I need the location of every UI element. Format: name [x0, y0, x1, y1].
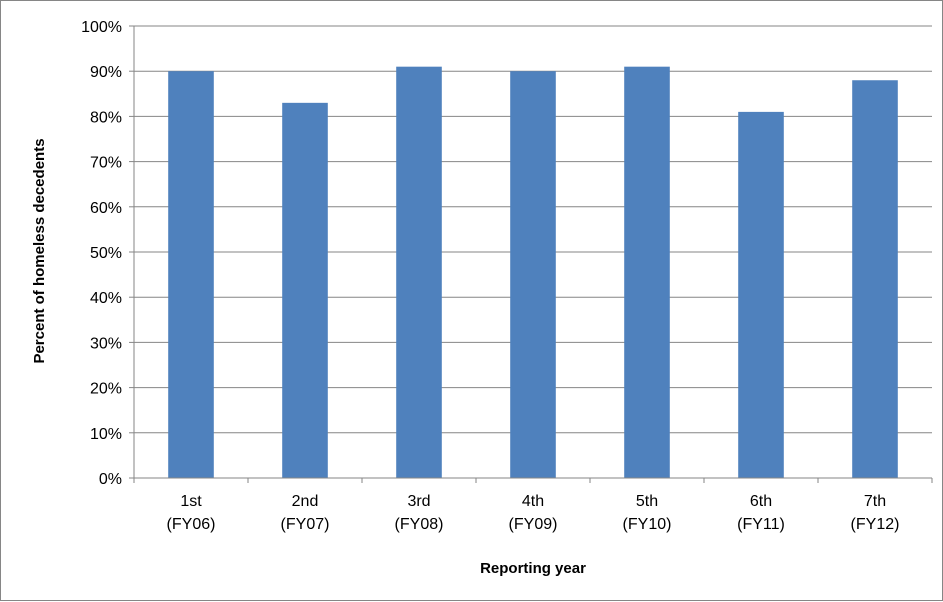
y-tick-label: 0%	[99, 471, 122, 488]
y-tick-label: 90%	[90, 64, 122, 81]
bar-5	[624, 66, 670, 479]
y-axis-title: Percent of homeless decedents	[31, 138, 48, 363]
x-tick-label: (FY09)	[509, 516, 558, 533]
bars	[168, 66, 898, 479]
y-tick-label: 70%	[90, 155, 122, 172]
y-tick-label: 10%	[90, 426, 122, 443]
bar-2	[282, 102, 328, 478]
x-tick-label: 1st	[180, 493, 202, 510]
bar-4	[510, 71, 556, 478]
x-tick-label: 3rd	[407, 493, 430, 510]
y-tick-label: 20%	[90, 381, 122, 398]
bar-7	[852, 80, 898, 479]
y-tick-label: 30%	[90, 335, 122, 352]
x-tick-labels: 1st (FY06) 2nd (FY07) 3rd (FY08) 4th (FY09) 5th (…	[167, 493, 900, 533]
y-tick-label: 100%	[81, 19, 122, 36]
x-tick-label: 5th	[636, 493, 658, 510]
bar-3	[396, 66, 442, 479]
y-tick-label: 50%	[90, 245, 122, 262]
x-tick-label: 7th	[864, 493, 886, 510]
y-tick-label: 60%	[90, 200, 122, 217]
x-tick-label: (FY07)	[281, 516, 330, 533]
axes	[129, 25, 933, 483]
x-tick-label: (FY06)	[167, 516, 216, 533]
x-axis-title: Reporting year	[480, 560, 586, 577]
bar-1	[168, 71, 214, 478]
x-tick-label: (FY12)	[851, 516, 900, 533]
y-tick-label: 40%	[90, 290, 122, 307]
x-tick-label: 4th	[522, 493, 544, 510]
y-tick-label: 80%	[90, 109, 122, 126]
x-tick-label: (FY08)	[395, 516, 444, 533]
x-tick-label: (FY10)	[623, 516, 672, 533]
x-tick-label: 2nd	[292, 493, 319, 510]
y-tick-labels: 0% 10% 20% 30% 40% 50% 60% 70% 80% 90% 100%	[81, 19, 122, 488]
x-tick-label: (FY11)	[737, 516, 785, 533]
bar-6	[738, 111, 784, 478]
x-tick-label: 6th	[750, 493, 772, 510]
